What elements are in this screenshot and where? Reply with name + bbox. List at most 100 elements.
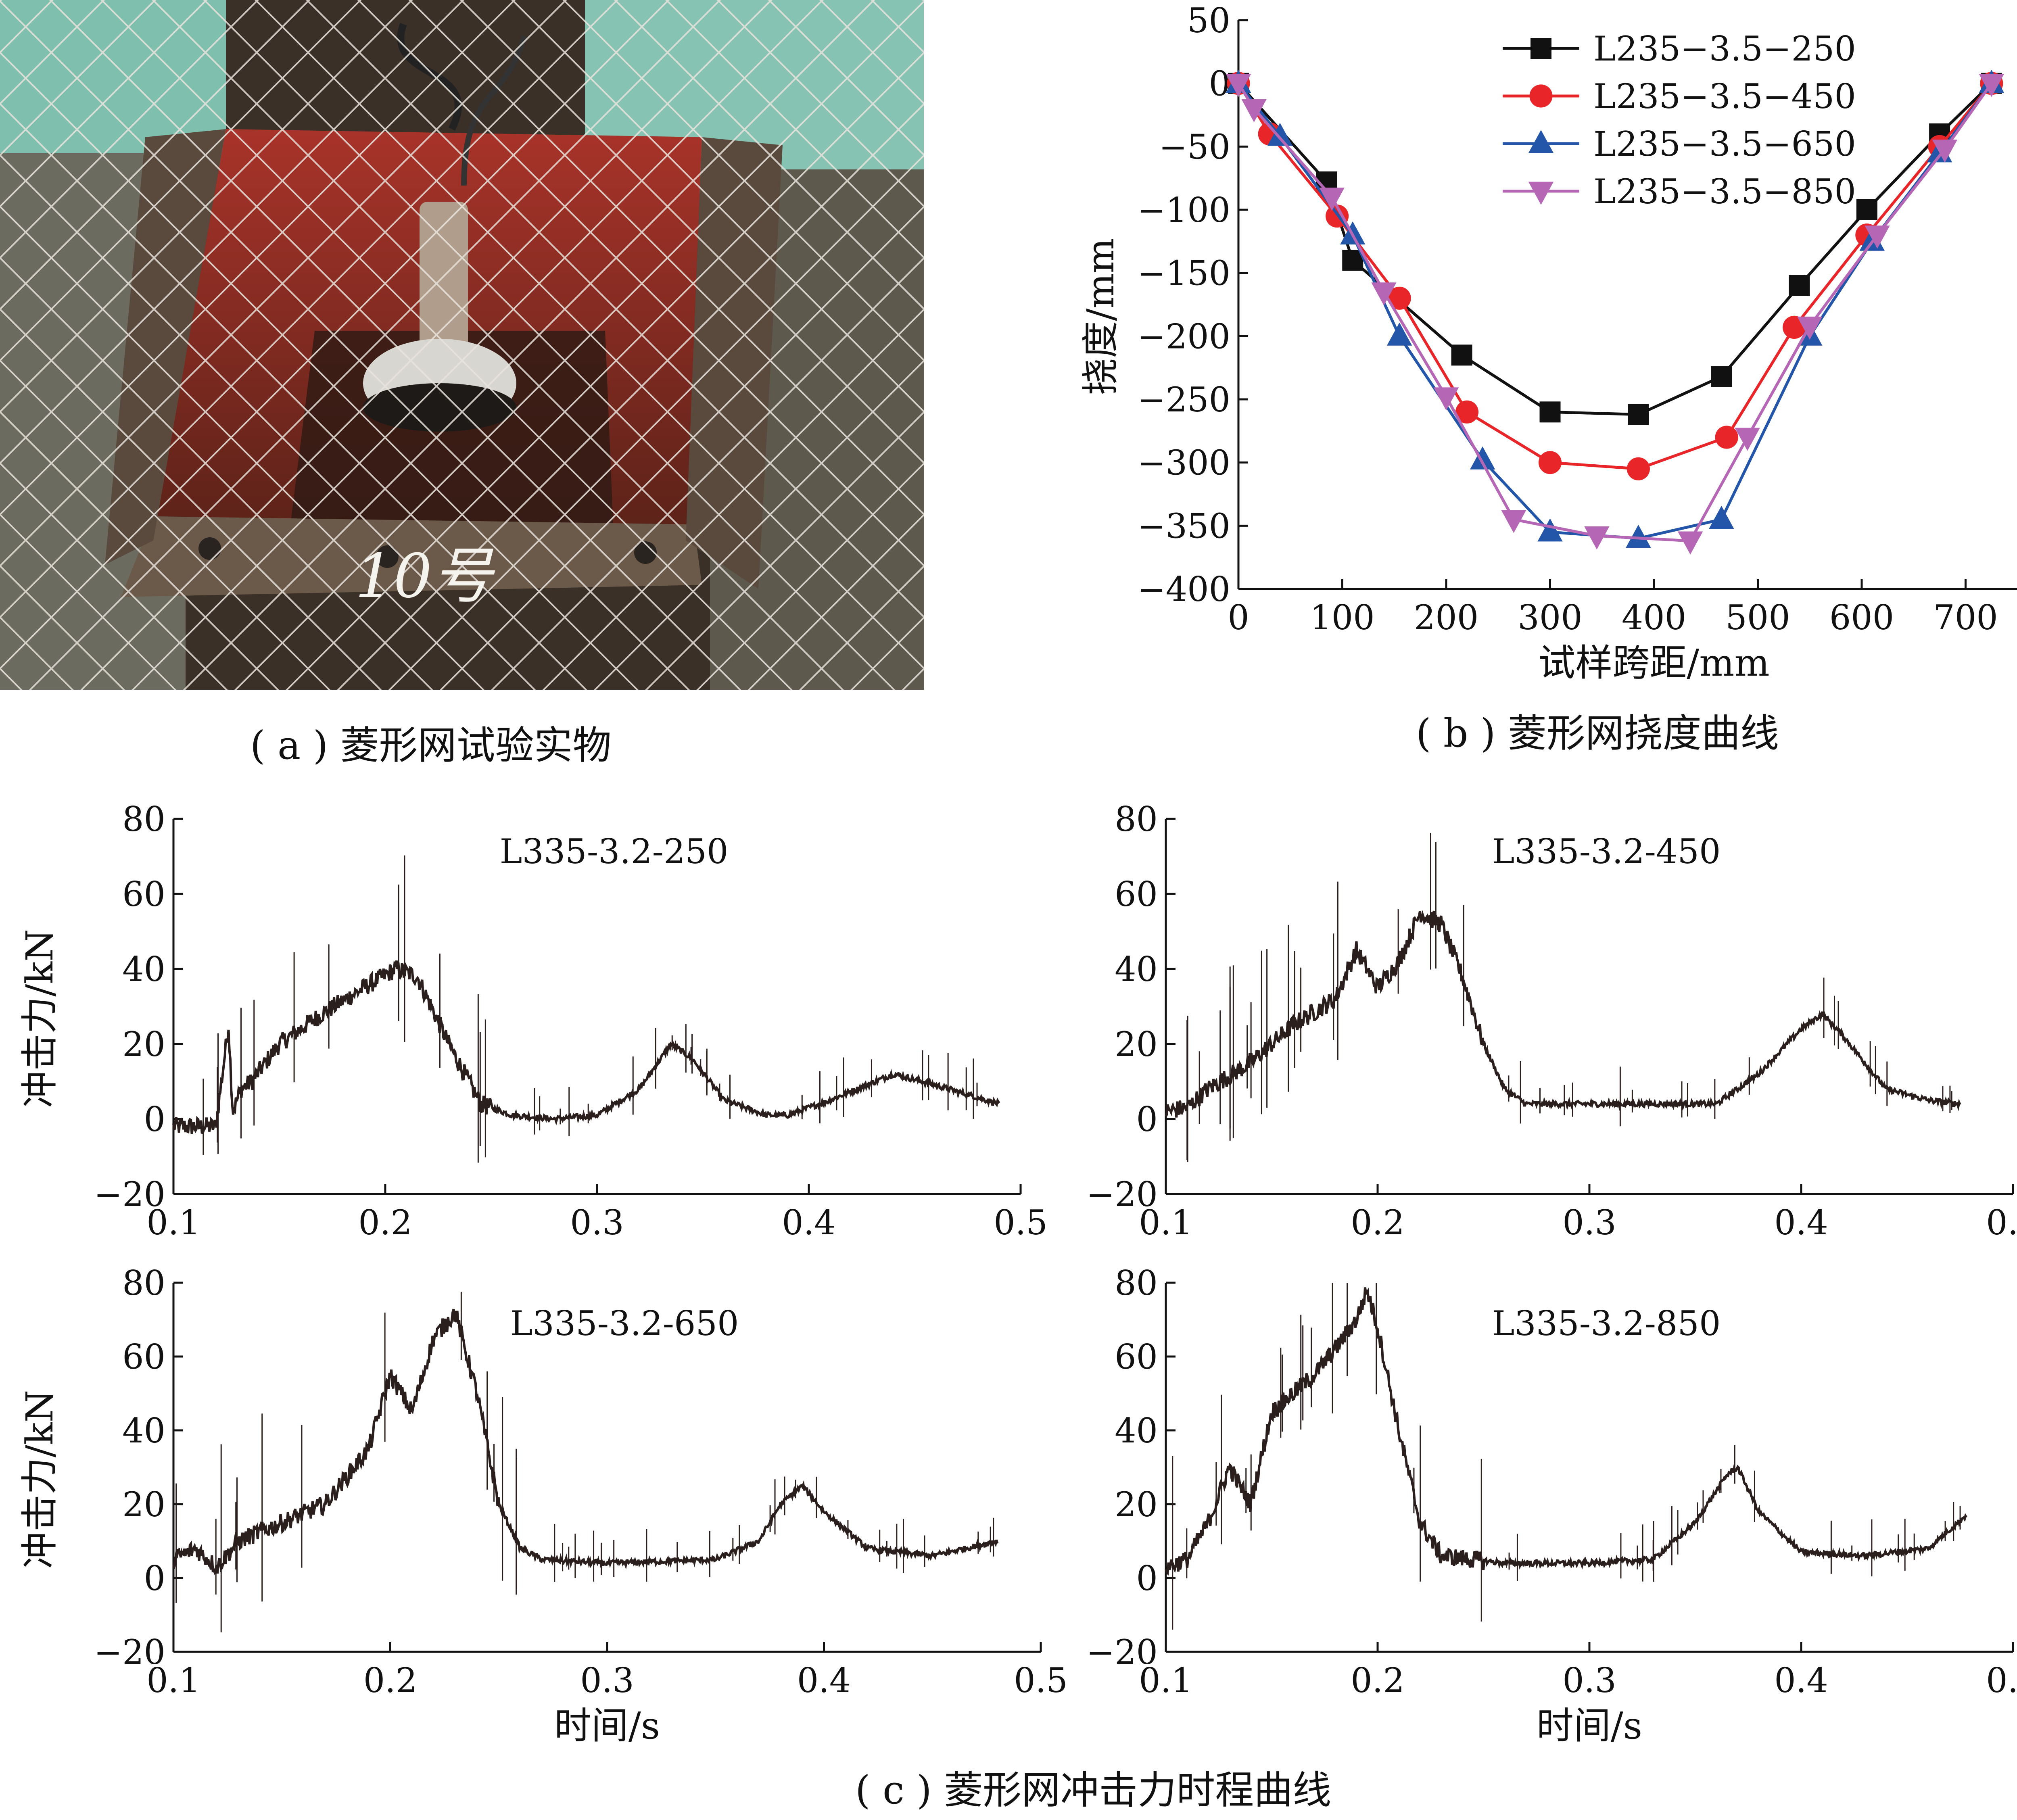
x-tick-label: 0.5 [1986,1661,2017,1700]
data-point [1528,182,1554,205]
caption-b: ( b ) 菱形网挠度曲线 [1416,711,1779,756]
y-tick-label: 20 [1115,1025,1158,1064]
chart-impact-650: 0.1 0.2 0.3 0.4 0.5 80 60 40 20 0 −20 时间/s 冲击力/kN L33… [18,1263,1068,1747]
x-tick-label: 0.3 [1562,1203,1616,1242]
x-axis-label: 时间/s [1537,1704,1642,1747]
diamond-mesh-photo: 10号 [0,0,924,690]
x-tick-label: 0 [1228,598,1249,637]
y-tick-label: 20 [1115,1485,1158,1524]
data-point [1388,286,1411,310]
y-tick-label: 80 [122,1263,165,1303]
chart-title: L335-3.2-450 [1492,832,1721,871]
y-tick-label: −20 [94,1175,165,1214]
legend-entry: L235−3.5−650 [1593,124,1856,164]
data-point [1267,123,1293,146]
data-point [1451,344,1472,366]
chart-deflection: 0100200300400500600700800500−50−100−150−… [1079,1,2017,685]
y-tick-label: 60 [1115,1337,1158,1377]
data-point [1797,316,1823,340]
x-tick-label: 0.2 [1351,1203,1405,1242]
caption-c: ( c ) 菱形网冲击力时程曲线 [855,1768,1332,1813]
data-point [1319,188,1345,211]
y-tick-label: −300 [1137,443,1230,483]
data-point [1735,428,1760,451]
y-axis-label: 冲击力/kN [18,929,61,1108]
data-point [1226,74,1251,97]
y-tick-label: −50 [1159,127,1230,167]
data-point [1538,451,1562,474]
chart-title: L335-3.2-650 [510,1304,739,1343]
x-tick-label: 0.2 [363,1661,418,1700]
x-tick-label: 0.2 [358,1203,412,1242]
x-tick-label: 200 [1414,598,1478,637]
x-tick-label: 600 [1829,598,1894,637]
legend-entry: L235−3.5−250 [1593,29,1856,69]
data-point [1455,400,1479,424]
force-trace [172,960,1000,1135]
y-tick-label: −100 [1137,190,1230,230]
y-tick-label: −350 [1137,506,1230,546]
y-tick-label: 40 [1115,950,1158,989]
handwritten-number: 10号 [355,541,495,612]
x-tick-label: 400 [1622,598,1686,637]
y-tick-label: 80 [1115,799,1158,839]
y-tick-label: 40 [1115,1411,1158,1451]
chart-title: L335-3.2-850 [1492,1304,1721,1343]
x-tick-label: 0.4 [1774,1661,1828,1700]
y-tick-label: 0 [1136,1559,1158,1598]
data-point [1528,130,1554,153]
data-point [1433,387,1459,411]
y-tick-label: 50 [1187,1,1230,40]
x-tick-label: 0.1 [1139,1661,1193,1700]
data-point [1584,526,1610,550]
x-tick-label: 0.3 [570,1203,624,1242]
x-tick-label: 300 [1518,598,1582,637]
chart-impact-250: 0.1 0.2 0.3 0.4 0.5 80 60 40 20 0 −20 冲击力/kN L335-3.… [18,799,1048,1242]
y-tick-label: 0 [144,1100,165,1139]
y-tick-label: −150 [1137,254,1230,293]
y-axis-label: 挠度/mm [1079,238,1122,395]
y-tick-label: 40 [122,950,165,989]
data-point [1789,275,1810,296]
y-tick-label: 20 [122,1485,165,1524]
x-tick-label: 0.1 [146,1203,200,1242]
legend-entry: L235−3.5−850 [1593,172,1856,211]
data-point [1529,84,1553,108]
data-point [1530,38,1551,59]
y-tick-label: 0 [144,1559,165,1598]
data-point [1626,524,1651,548]
y-tick-label: −20 [94,1632,165,1672]
data-point [1470,446,1495,470]
x-tick-label: 500 [1725,598,1790,637]
y-tick-label: 80 [122,799,165,839]
data-point [1627,457,1650,480]
y-tick-label: 0 [1209,64,1230,104]
x-tick-label: 0.2 [1351,1661,1405,1700]
y-tick-label: 0 [1136,1100,1158,1139]
y-tick-label: −20 [1086,1175,1158,1214]
data-point [1539,401,1561,423]
y-tick-label: 60 [1115,875,1158,914]
chart-impact-850: 0.1 0.2 0.3 0.4 0.5 80 60 40 20 0 −20 时间/s L335-3.2-… [1086,1263,2017,1747]
chart-impact-450: 0.1 0.2 0.3 0.4 0.5 80 60 40 20 0 −20 L335-3.2-450 [1086,799,2017,1242]
data-point [1856,199,1877,220]
series-line [1237,82,1993,470]
data-point [1677,531,1703,555]
data-point [1537,518,1563,542]
x-tick-label: 100 [1310,598,1374,637]
x-tick-label: 700 [1933,598,1998,637]
y-tick-label: −200 [1137,317,1230,356]
x-tick-label: 0.4 [1774,1203,1828,1242]
data-point [1386,322,1412,346]
data-point [1711,366,1732,387]
x-tick-label: 0.5 [1014,1661,1068,1700]
y-tick-label: 20 [122,1025,165,1064]
data-point [1979,74,2004,97]
data-point [1501,510,1526,533]
x-tick-label: 0.4 [797,1661,851,1700]
data-point [1865,225,1890,249]
x-tick-label: 0.5 [994,1203,1048,1242]
x-tick-label: 0.3 [580,1661,634,1700]
y-axis-label: 冲击力/kN [18,1390,61,1569]
